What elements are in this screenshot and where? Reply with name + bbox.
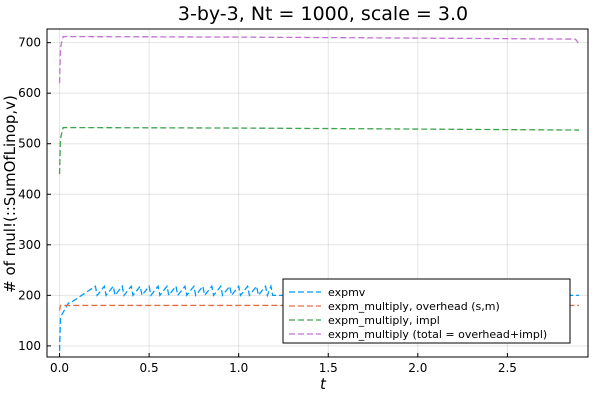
series-group (58, 35, 580, 351)
y-tick-label: 400 (18, 187, 41, 201)
series-line-1 (58, 283, 580, 351)
x-tick-label: 1.0 (229, 361, 248, 375)
x-tick-label: 2.5 (498, 361, 517, 375)
y-tick-label: 100 (18, 339, 41, 353)
x-tick-label: 0.0 (50, 361, 69, 375)
legend-label: expm_multiply, impl (328, 314, 440, 327)
x-tick-label: 1.5 (319, 361, 338, 375)
x-axis-label: t (320, 375, 327, 393)
series-line-3 (58, 126, 580, 175)
x-ticks: 0.0 0.5 1.0 1.5 2.0 2.5 (50, 353, 517, 375)
y-ticks: 100 200 300 400 500 600 700 (18, 36, 51, 353)
series-line-4 (58, 35, 580, 84)
y-axis-label: # of mul!(::SumOfLinop,v) (1, 95, 19, 293)
legend-box (282, 278, 571, 344)
legend-label: expmv (328, 286, 366, 299)
y-tick-label: 500 (18, 137, 41, 151)
legend-label: expm_multiply (total = overhead+impl) (328, 328, 547, 341)
y-tick-label: 200 (18, 288, 41, 302)
grid (47, 29, 588, 357)
series-line-2 (58, 304, 580, 311)
chart-title: 3-by-3, Nt = 1000, scale = 3.0 (178, 3, 468, 25)
y-tick-label: 600 (18, 86, 41, 100)
x-tick-label: 0.5 (140, 361, 159, 375)
x-tick-label: 2.0 (408, 361, 427, 375)
legend-label: expm_multiply, overhead (s,m) (328, 300, 500, 313)
plot-frame (46, 28, 589, 358)
y-tick-label: 300 (18, 238, 41, 252)
y-tick-label: 700 (18, 36, 41, 50)
